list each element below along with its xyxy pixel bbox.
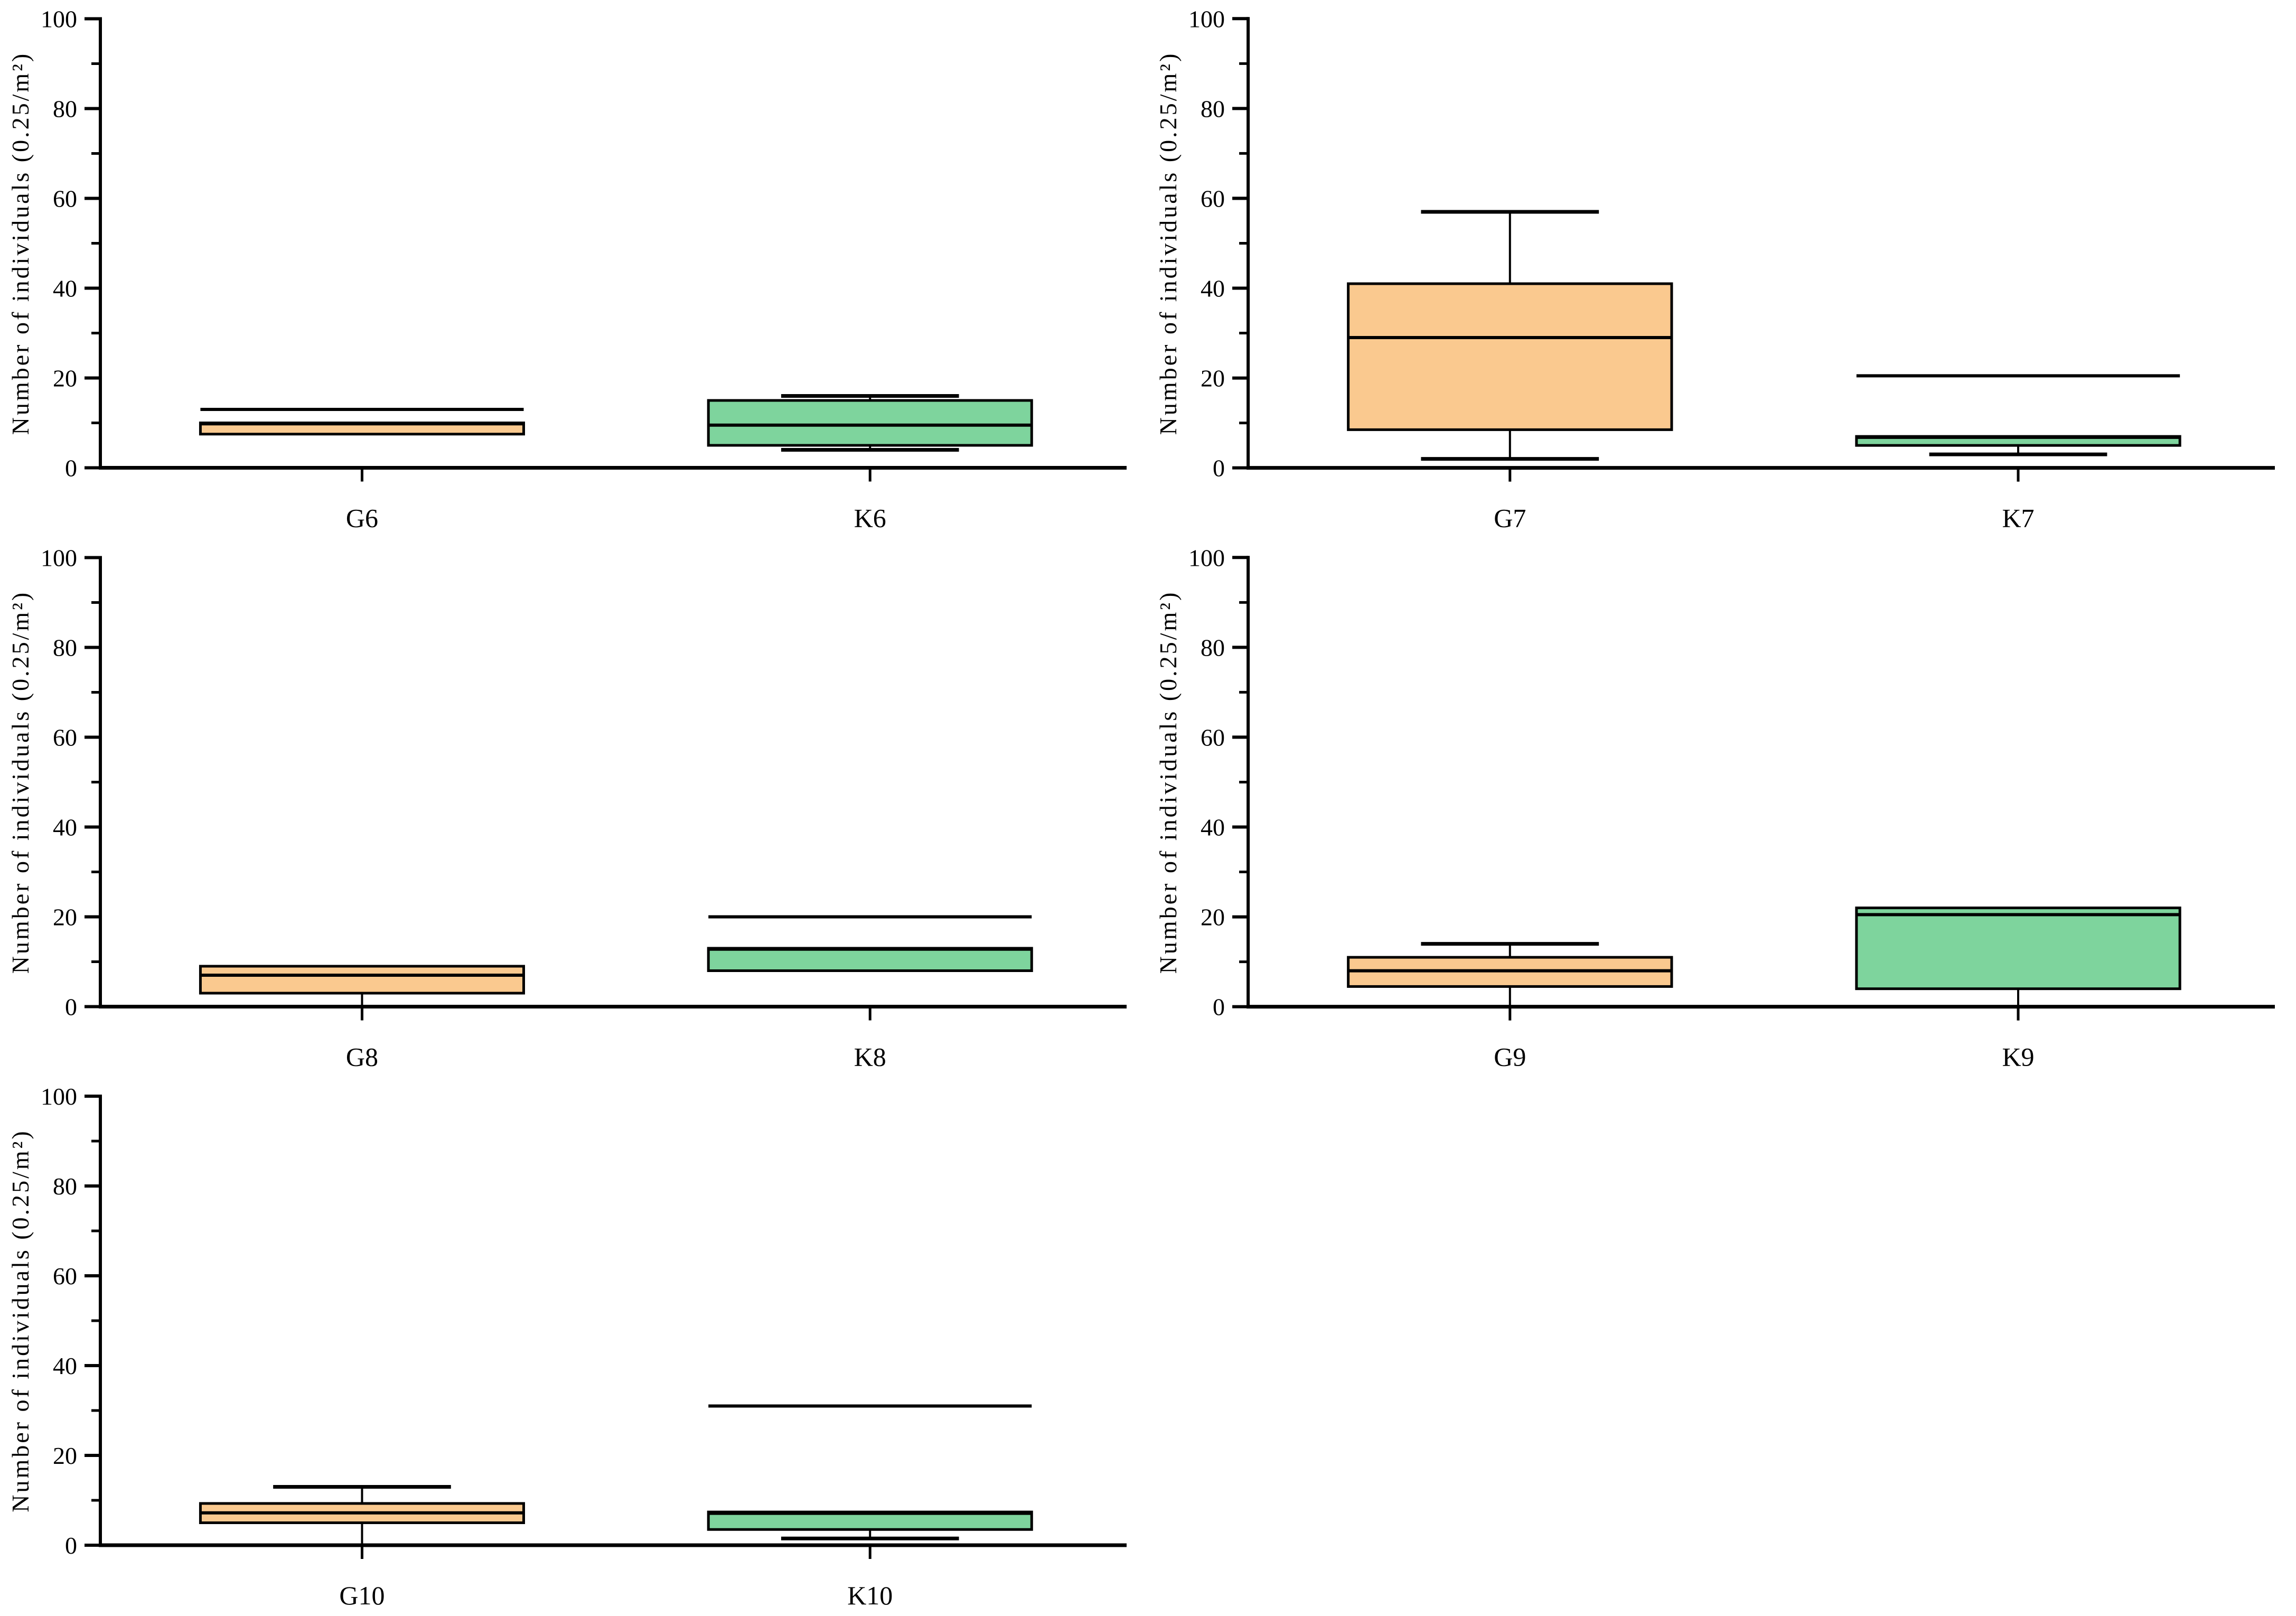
x-tick-label-K6: K6 — [854, 503, 886, 533]
y-tick-label-100: 100 — [41, 545, 77, 572]
y-axis-title: Number of individuals (0.25/m²) — [7, 1129, 34, 1512]
boxplot-chart-G6-K6: 0 20 40 60 80 100 Number of individuals (0.25/… — [7, 6, 1127, 533]
box-K6 — [707, 399, 1033, 447]
subplot-G10-K10: 0 20 40 60 80 100 Number of individuals (0.25/… — [0, 1078, 1148, 1616]
y-tick-label-80: 80 — [1201, 95, 1225, 122]
y-axis-title: Number of individuals (0.25/m²) — [1155, 52, 1182, 435]
y-tick-label-0: 0 — [1213, 455, 1225, 482]
y-tick-label-0: 0 — [1213, 994, 1225, 1021]
y-tick-label-20: 20 — [1201, 365, 1225, 392]
y-tick-label-100: 100 — [1188, 5, 1225, 32]
x-tick-label-K10: K10 — [847, 1581, 893, 1610]
box-G7 — [1347, 282, 1673, 431]
subplot-G9-K9: 0 20 40 60 80 100 Number of individuals (0.25/… — [1148, 539, 2296, 1078]
y-axis-title: Number of individuals (0.25/m²) — [7, 591, 34, 974]
y-axis-title: Number of individuals (0.25/m²) — [1155, 591, 1182, 974]
x-tick-label-G7: G7 — [1494, 503, 1526, 533]
y-tick-label-100: 100 — [41, 1083, 77, 1110]
y-tick-label-80: 80 — [53, 1173, 77, 1200]
y-tick-label-0: 0 — [65, 994, 77, 1021]
y-tick-label-20: 20 — [53, 1442, 77, 1469]
y-tick-label-100: 100 — [41, 6, 77, 33]
y-tick-label-40: 40 — [1201, 814, 1225, 841]
y-axis-title: Number of individuals (0.25/m²) — [7, 52, 34, 435]
y-tick-label-60: 60 — [1201, 185, 1225, 212]
y-tick-label-40: 40 — [1201, 275, 1225, 302]
y-tick-label-20: 20 — [53, 904, 77, 931]
boxplot-chart-G8-K8: 0 20 40 60 80 100 Number of individuals (0.25/… — [7, 545, 1127, 1072]
empty-cell — [1148, 1078, 2296, 1616]
y-tick-label-60: 60 — [53, 1263, 77, 1290]
x-tick-label-K9: K9 — [2002, 1042, 2034, 1072]
y-tick-label-100: 100 — [1188, 544, 1225, 571]
box-G8 — [199, 965, 525, 995]
box-K9 — [1855, 907, 2181, 991]
y-tick-label-20: 20 — [1201, 904, 1225, 931]
x-tick-label-K8: K8 — [854, 1042, 886, 1072]
x-tick-label-G6: G6 — [346, 503, 378, 533]
y-tick-label-20: 20 — [53, 365, 77, 392]
y-tick-label-80: 80 — [53, 634, 77, 661]
x-tick-label-G10: G10 — [339, 1581, 385, 1610]
y-tick-label-40: 40 — [53, 1352, 77, 1379]
x-tick-label-K7: K7 — [2002, 503, 2034, 533]
y-tick-label-80: 80 — [1201, 634, 1225, 661]
y-tick-label-60: 60 — [53, 724, 77, 751]
y-tick-label-0: 0 — [65, 1532, 77, 1559]
y-tick-label-60: 60 — [53, 185, 77, 212]
y-tick-label-60: 60 — [1201, 724, 1225, 751]
y-tick-label-40: 40 — [53, 275, 77, 302]
subplot-G7-K7: 0 20 40 60 80 100 Number of individuals (0.25/… — [1148, 0, 2296, 539]
y-tick-label-40: 40 — [53, 814, 77, 841]
boxplot-chart-G10-K10: 0 20 40 60 80 100 Number of individuals (0.25/… — [7, 1083, 1127, 1610]
subplot-G8-K8: 0 20 40 60 80 100 Number of individuals (0.25/… — [0, 539, 1148, 1078]
y-tick-label-0: 0 — [65, 455, 77, 482]
x-tick-label-G9: G9 — [1494, 1042, 1526, 1072]
box-K8 — [707, 947, 1033, 972]
x-tick-label-G8: G8 — [346, 1042, 378, 1072]
y-tick-label-80: 80 — [53, 96, 77, 123]
subplot-G6-K6: 0 20 40 60 80 100 Number of individuals (0.25/… — [0, 0, 1148, 539]
